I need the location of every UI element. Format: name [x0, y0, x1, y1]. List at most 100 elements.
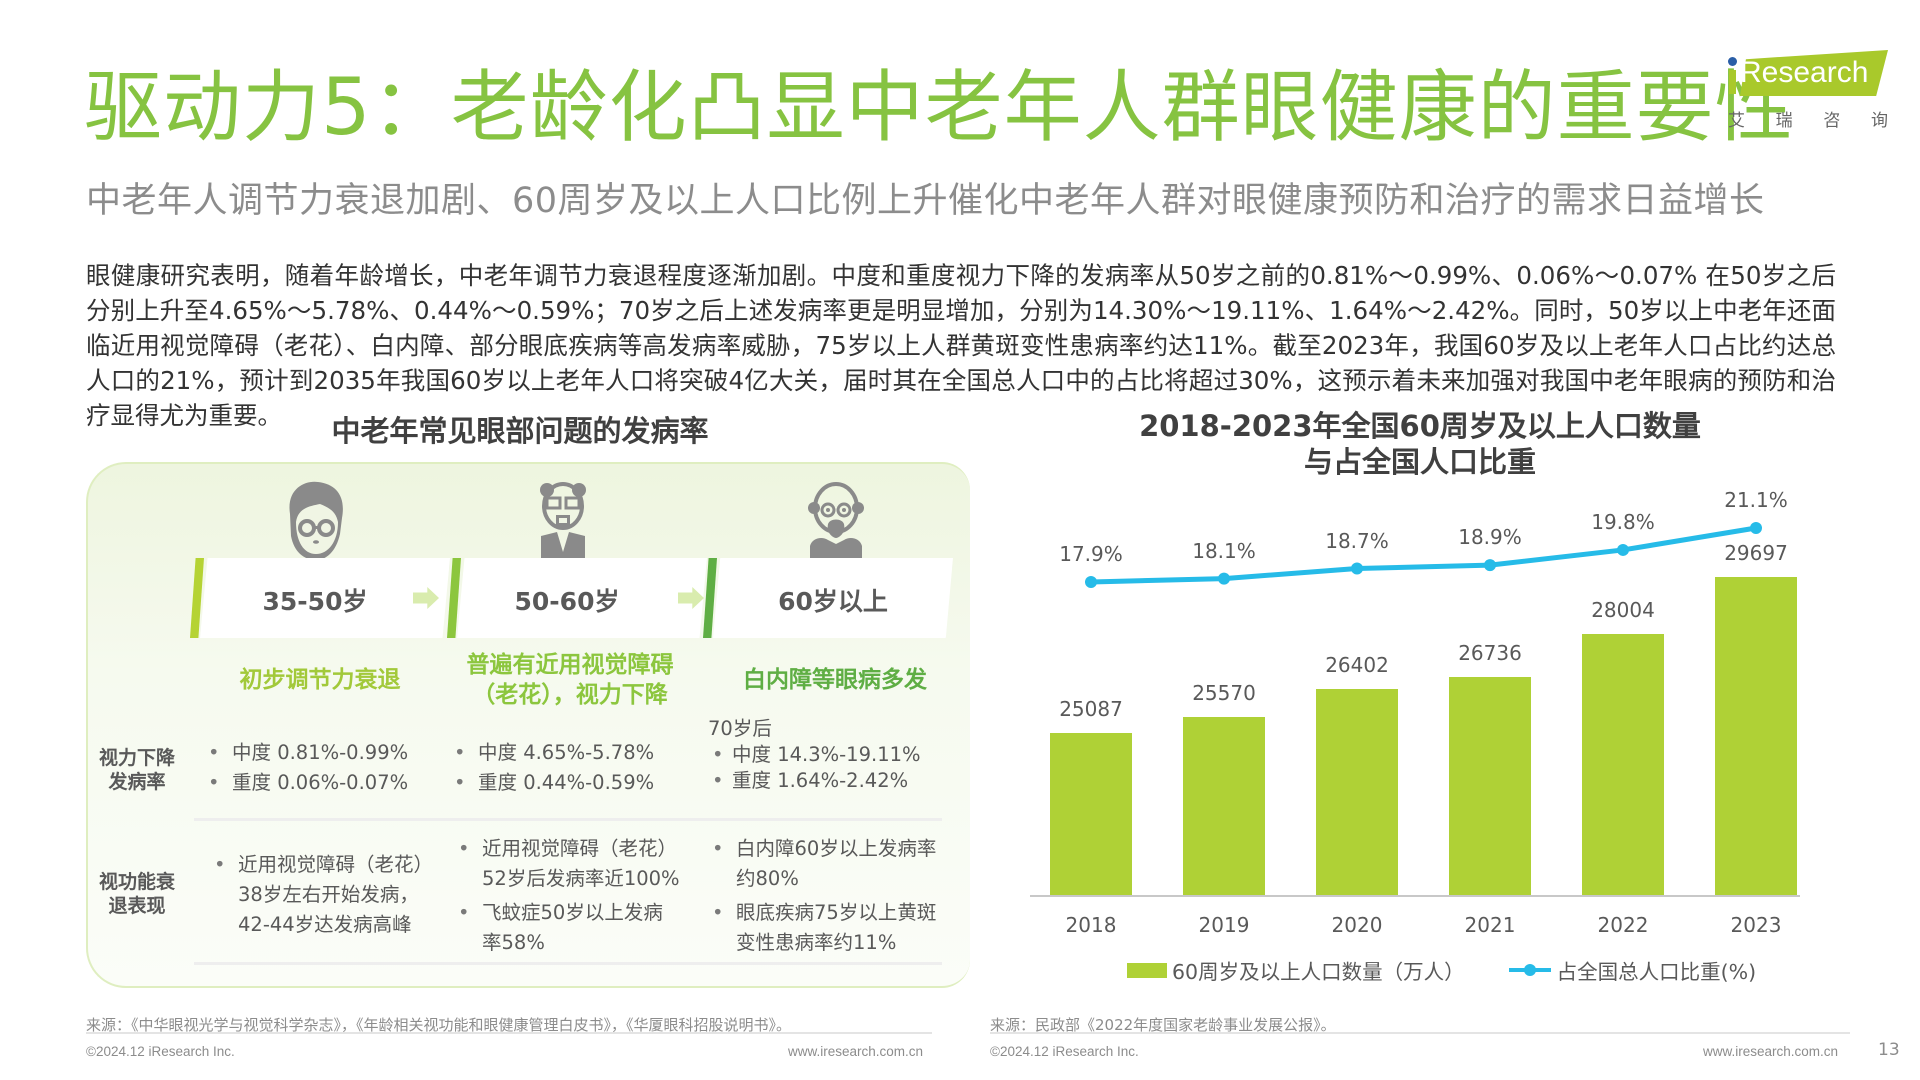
page-number: 13	[1878, 1040, 1900, 1060]
copyright: ©2024.12 iResearch Inc.	[86, 1044, 235, 1059]
person-with-glasses-icon	[289, 481, 343, 560]
iresearch-logo: Research 艾 瑞 咨 询	[1726, 46, 1896, 136]
x-tick-label: 2018	[1065, 913, 1117, 937]
footer-divider	[990, 1032, 1850, 1034]
cell-vision-60plus: 70岁后 中度 14.3%-19.11% 重度 1.64%-2.42%	[708, 716, 921, 794]
item-line: 42-44岁达发病高峰	[238, 913, 412, 936]
heading-line: （老花），视力下降	[472, 682, 668, 708]
percent-value-label: 21.1%	[1724, 488, 1788, 512]
bar-value-label: 25087	[1059, 697, 1123, 721]
bar-2018	[1050, 733, 1132, 895]
x-tick-label: 2019	[1198, 913, 1250, 937]
legend-bar-label: 60周岁及以上人口数量（万人）	[1172, 960, 1465, 984]
cell-vision-35-50: 中度 0.81%-0.99% 重度 0.06%-0.07%	[204, 738, 408, 798]
percent-value-label: 19.8%	[1591, 509, 1655, 534]
line-point	[1218, 572, 1230, 585]
list-item: 近用视觉障碍（老花） 38岁左右开始发病， 42-44岁达发病高峰	[210, 850, 433, 940]
bar-value-label: 26402	[1325, 652, 1389, 677]
chart-legend: 60周岁及以上人口数量（万人） 占全国总人口比重(%)	[1127, 955, 1756, 985]
logo-char: 艾	[1728, 111, 1745, 131]
percent-value-label: 18.9%	[1458, 525, 1522, 550]
chart-title-line: 2018-2023年全国60周岁及以上人口数量	[1139, 409, 1701, 443]
item-line: 变性患病率约11%	[736, 931, 897, 954]
stage-3-card	[713, 558, 953, 638]
stage-1-heading: 初步调节力衰退	[239, 667, 401, 693]
list-item: 中度 4.65%-5.78%	[450, 738, 654, 768]
website-link[interactable]: www.iresearch.com.cn	[788, 1044, 924, 1059]
logo-char: 询	[1870, 111, 1888, 131]
item-line: 眼底疾病75岁以上黄斑	[736, 901, 937, 924]
stage-3-heading: 白内障等眼病多发	[743, 667, 927, 693]
line-point	[1085, 576, 1097, 588]
x-tick-label: 2021	[1464, 913, 1516, 937]
bar-value-label: 29697	[1724, 541, 1788, 565]
bar-2020	[1316, 688, 1398, 895]
right-source-note: 来源：民政部《2022年度国家老龄事业发展公报》。	[990, 1016, 1336, 1034]
logo-text: Research	[1740, 56, 1869, 89]
left-panel-title: 中老年常见眼部问题的发病率	[331, 414, 709, 448]
left-source-note: 来源：《中华眼视光学与视觉科学杂志》，《年龄相关视功能和眼健康管理白皮书》，《华…	[86, 1016, 792, 1034]
bar-2022	[1582, 634, 1664, 895]
list-item: 眼底疾病75岁以上黄斑 变性患病率约11%	[708, 898, 936, 958]
line-point	[1484, 559, 1496, 572]
stage-2-heading: 普遍有近用视觉障碍 （老花），视力下降	[445, 650, 695, 710]
x-tick-label: 2023	[1730, 913, 1782, 937]
row-divider	[194, 962, 942, 965]
item-line: 38岁左右开始发病，	[238, 883, 419, 906]
logo-char: 瑞	[1775, 111, 1793, 131]
cell-function-50-60: 近用视觉障碍（老花） 52岁后发病率近100% 飞蚊症50岁以上发病 率58%	[454, 834, 680, 958]
list-item: 重度 1.64%-2.42%	[708, 768, 921, 794]
legend-line-swatch	[1508, 964, 1551, 976]
intro-paragraph: 眼健康研究表明，随着年龄增长，中老年调节力衰退程度逐渐加剧。中度和重度视力下降的…	[86, 261, 1836, 430]
x-axis	[1030, 895, 1800, 897]
item-line: 52岁后发病率近100%	[482, 867, 680, 890]
population-chart: 25087 2018 17.9% 25570 2019 18.1% 26402 2020 18.…	[1024, 488, 1804, 990]
bar-2021	[1449, 677, 1531, 895]
percent-value-label: 17.9%	[1059, 542, 1123, 566]
item-line: 近用视觉障碍（老花）	[482, 837, 678, 860]
cell-function-60plus: 白内障60岁以上发病率 约80% 眼底疾病75岁以上黄斑 变性患病率约11%	[708, 834, 936, 958]
elderly-bald-man-icon	[808, 482, 864, 564]
page-subtitle: 中老年人调节力衰退加剧、60周岁及以上人口比例上升催化中老年人群对眼健康预防和治…	[86, 181, 1765, 221]
page-title: 驱动力5：老龄化凸显中老年人群眼健康的重要性	[84, 63, 1794, 153]
item-line: 率58%	[482, 931, 545, 954]
percent-value-label: 18.7%	[1325, 528, 1389, 553]
list-item: 中度 14.3%-19.11%	[708, 742, 921, 768]
bar-value-label: 25570	[1192, 680, 1256, 705]
cell-function-35-50: 近用视觉障碍（老花） 38岁左右开始发病， 42-44岁达发病高峰	[210, 850, 433, 940]
x-tick-label: 2020	[1331, 913, 1383, 937]
stage-1-label: 35-50岁	[262, 587, 368, 616]
list-item: 重度 0.06%-0.07%	[204, 768, 408, 798]
website-link[interactable]: www.iresearch.com.cn	[1703, 1044, 1839, 1059]
logo-i-stem	[1729, 70, 1736, 94]
older-man-with-glasses-icon	[540, 482, 586, 564]
stage-3-label: 60岁以上	[778, 587, 888, 616]
item-line: 近用视觉障碍（老花）	[238, 853, 434, 876]
copyright: ©2024.12 iResearch Inc.	[990, 1044, 1139, 1059]
bar-2023	[1715, 577, 1797, 895]
cell-vision-50-60: 中度 4.65%-5.78% 重度 0.44%-0.59%	[450, 738, 654, 798]
row-label-vision-decline: 视力下降 发病率	[92, 746, 182, 794]
bar-2019	[1183, 716, 1265, 895]
bar-value-label: 26736	[1458, 641, 1522, 666]
stage-2-label: 50-60岁	[514, 587, 620, 616]
legend-bar-swatch	[1127, 962, 1167, 978]
row-divider	[194, 818, 942, 821]
logo-chinese-name: 艾 瑞 咨 询	[1728, 106, 1888, 131]
item-line: 飞蚊症50岁以上发病	[482, 901, 663, 924]
row-label-function-decline: 视功能衰 退表现	[92, 870, 182, 918]
heading-line: 普遍有近用视觉障碍	[466, 652, 674, 678]
arrow-right-icon	[413, 587, 439, 609]
stage-2-card	[457, 558, 707, 638]
chart-title: 2018-2023年全国60周岁及以上人口数量 与占全国人口比重	[1040, 408, 1800, 480]
logo-dot-icon	[1728, 57, 1737, 66]
stage-1-card	[200, 558, 450, 638]
row-label-line: 视力下降	[98, 747, 175, 769]
logo-char: 咨	[1823, 111, 1841, 131]
line-point	[1750, 522, 1762, 534]
list-item: 白内障60岁以上发病率 约80%	[708, 834, 936, 894]
row-label-line: 退表现	[108, 895, 166, 917]
item-line: 约80%	[736, 867, 799, 890]
list-item: 飞蚊症50岁以上发病 率58%	[454, 898, 680, 958]
row-label-line: 视功能衰	[98, 871, 175, 893]
